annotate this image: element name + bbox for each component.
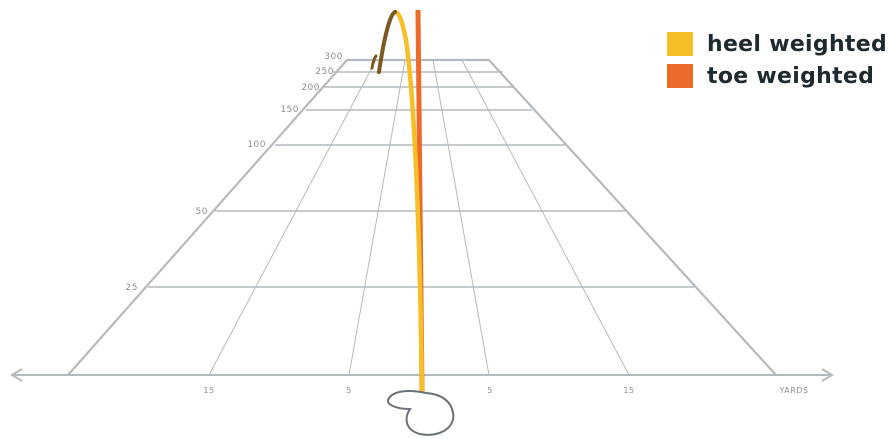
legend-swatch-toe	[667, 64, 693, 88]
distance-label-50: 50	[196, 207, 208, 217]
axis-label-yards: YARDS	[778, 386, 808, 395]
distance-labels: 300 250 200 150 100 50 25	[126, 52, 343, 293]
axis-label-right-5: 5	[487, 386, 493, 395]
axis-label-left-5: 5	[346, 386, 352, 395]
distance-label-100: 100	[247, 140, 266, 150]
distance-label-300: 300	[324, 52, 343, 62]
golf-club-head-icon	[387, 389, 455, 436]
legend-label-toe: toe weighted	[707, 63, 875, 89]
distance-label-250: 250	[315, 67, 334, 77]
legend-label-heel: heel weighted	[707, 31, 887, 57]
axis-label-left-15: 15	[203, 386, 214, 395]
axis-labels: 15 5 5 15 YARDS	[203, 386, 808, 395]
legend-swatch-heel	[667, 32, 693, 56]
legend-item-toe-weighted: toe weighted	[667, 62, 887, 90]
legend: heel weighted toe weighted	[667, 30, 887, 94]
distance-label-150: 150	[280, 105, 299, 115]
distance-label-25: 25	[126, 283, 138, 293]
distance-label-200: 200	[301, 83, 320, 93]
legend-item-heel-weighted: heel weighted	[667, 30, 887, 58]
axis-label-right-15: 15	[623, 386, 634, 395]
heel-weighted-trajectory	[370, 9, 425, 395]
